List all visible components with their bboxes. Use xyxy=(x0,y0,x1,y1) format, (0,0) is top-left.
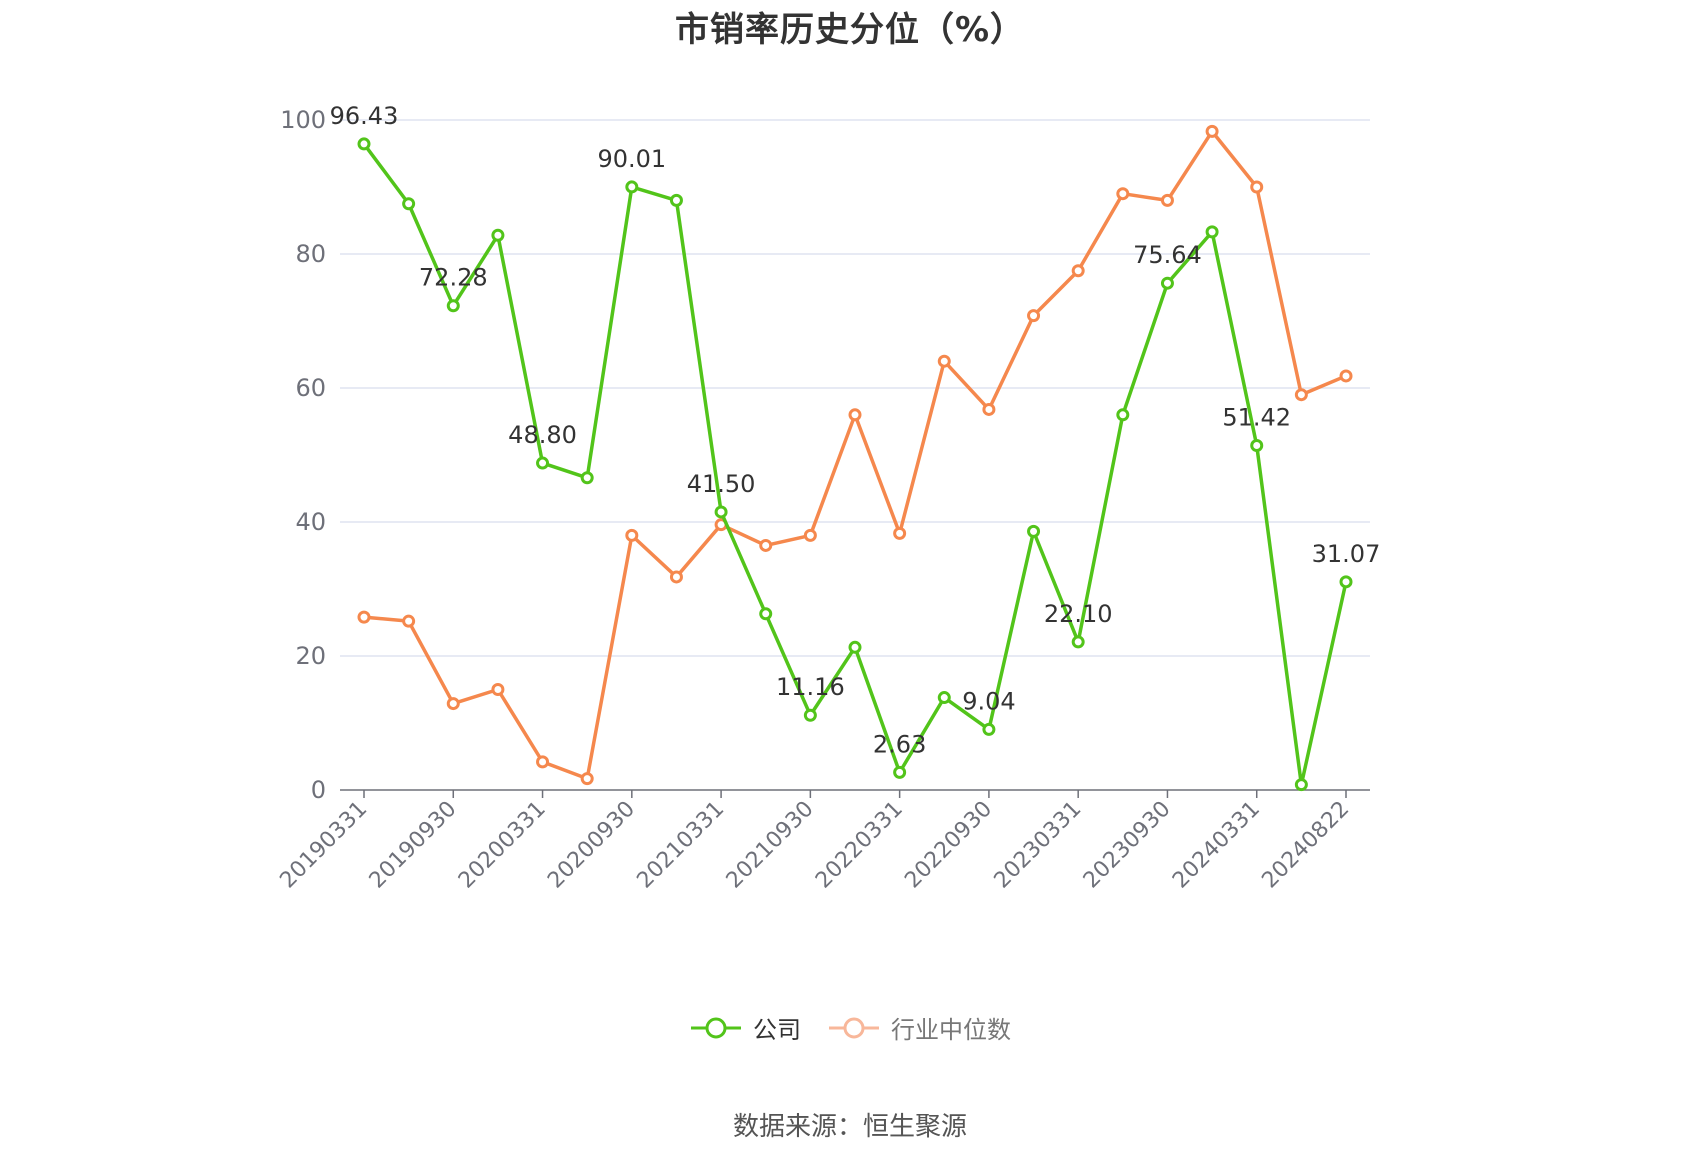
data-point-industry xyxy=(536,755,550,769)
data-point-industry xyxy=(357,610,371,624)
data-point-company xyxy=(402,197,416,211)
y-tick-label: 60 xyxy=(295,374,326,402)
legend-item-industry[interactable]: 行业中位数 xyxy=(827,1010,1011,1045)
data-point-industry xyxy=(1027,309,1041,323)
series-line-industry xyxy=(363,129,1347,781)
data-point-industry xyxy=(937,354,951,368)
x-tick-label: 20200930 xyxy=(543,797,640,894)
data-point-industry xyxy=(1250,180,1264,194)
y-tick-label: 100 xyxy=(280,106,326,134)
legend-industry-marker-icon xyxy=(829,1017,879,1038)
data-label-company: 11.16 xyxy=(776,673,845,701)
data-point-company xyxy=(714,505,728,519)
data-source: 数据来源：恒生聚源 xyxy=(732,1112,967,1142)
data-point-industry xyxy=(803,528,817,542)
data-point-company xyxy=(1160,276,1174,290)
data-point-industry xyxy=(491,683,505,696)
x-tick-label: 20230331 xyxy=(990,797,1087,894)
data-point-company xyxy=(893,765,907,779)
data-point-company xyxy=(1205,225,1219,239)
legend-item-company[interactable]: 公司 xyxy=(689,1010,801,1045)
data-point-company xyxy=(1071,635,1085,649)
data-point-industry xyxy=(1116,187,1130,201)
data-label-company: 48.80 xyxy=(508,421,577,449)
x-tick-label: 20190331 xyxy=(275,797,372,894)
data-point-industry xyxy=(759,538,773,552)
x-tick-label: 20240822 xyxy=(1257,797,1354,894)
data-label-company: 22.10 xyxy=(1044,600,1113,628)
legend-company-marker-icon xyxy=(691,1017,741,1038)
legend-label-industry: 行业中位数 xyxy=(891,1016,1011,1044)
data-label-company: 2.63 xyxy=(873,730,926,758)
data-point-industry xyxy=(1294,388,1308,402)
data-point-company xyxy=(937,691,951,705)
data-point-company xyxy=(625,180,639,194)
data-point-company xyxy=(1250,438,1264,452)
data-label-company: 72.28 xyxy=(419,264,488,292)
data-point-industry xyxy=(446,697,460,711)
data-point-company xyxy=(580,471,594,485)
data-label-company: 41.50 xyxy=(687,470,756,498)
data-labels: 96.43 72.28 48.80 90.01 41.50 11.16 2.63 9.04 22… xyxy=(330,102,1381,758)
data-label-company: 90.01 xyxy=(597,145,666,173)
data-point-industry xyxy=(669,570,683,584)
series xyxy=(357,124,1353,792)
data-label-company: 75.64 xyxy=(1133,241,1202,269)
data-label-company: 31.07 xyxy=(1312,540,1381,568)
data-point-industry xyxy=(1071,264,1085,278)
data-point-industry xyxy=(848,408,862,422)
x-tick-label: 20210331 xyxy=(632,797,729,894)
x-tick-label: 20220930 xyxy=(900,797,997,894)
data-label-company: 96.43 xyxy=(330,102,399,130)
data-point-company xyxy=(848,640,862,654)
data-point-company xyxy=(491,228,505,242)
legend: 公司 行业中位数 xyxy=(0,1010,1700,1045)
grid-lines xyxy=(340,119,1370,657)
x-tick-label: 20210930 xyxy=(722,797,819,894)
y-tick-label: 20 xyxy=(295,642,326,670)
data-label-company: 9.04 xyxy=(962,687,1015,715)
y-tick-label: 0 xyxy=(311,776,326,804)
data-point-company xyxy=(536,456,550,470)
data-label-company: 51.42 xyxy=(1222,403,1291,431)
data-point-company xyxy=(1027,524,1041,538)
x-tick-label: 20200331 xyxy=(454,797,551,894)
y-tick-label: 40 xyxy=(295,508,326,536)
data-point-company xyxy=(669,193,683,207)
data-point-company xyxy=(446,299,460,313)
chart-title: 市销率历史分位（%） xyxy=(674,10,1026,50)
data-point-industry xyxy=(1160,193,1174,207)
data-point-industry xyxy=(1339,369,1353,383)
data-point-company xyxy=(1339,575,1353,589)
data-point-company xyxy=(1116,408,1130,422)
series-line-company xyxy=(362,142,1348,787)
data-point-industry xyxy=(580,772,594,786)
x-tick-label: 20240331 xyxy=(1168,797,1265,894)
y-tick-label: 80 xyxy=(295,240,326,268)
data-point-industry xyxy=(625,528,639,542)
x-tick-label: 20230930 xyxy=(1079,797,1176,894)
x-tick-label: 20190930 xyxy=(365,797,462,894)
data-point-company xyxy=(982,722,996,736)
data-point-company xyxy=(803,708,817,722)
data-point-company xyxy=(1294,778,1308,792)
data-point-company xyxy=(357,137,371,151)
data-point-industry xyxy=(982,402,996,416)
data-point-industry xyxy=(1205,124,1219,138)
data-point-industry xyxy=(893,526,907,540)
data-point-industry xyxy=(402,614,416,628)
x-tick-label: 20220331 xyxy=(811,797,908,894)
legend-label-company: 公司 xyxy=(753,1016,801,1044)
chart-plot: 0 20 40 60 80 100 2019033120190930202003312020… xyxy=(275,102,1381,894)
data-point-company xyxy=(759,607,773,621)
